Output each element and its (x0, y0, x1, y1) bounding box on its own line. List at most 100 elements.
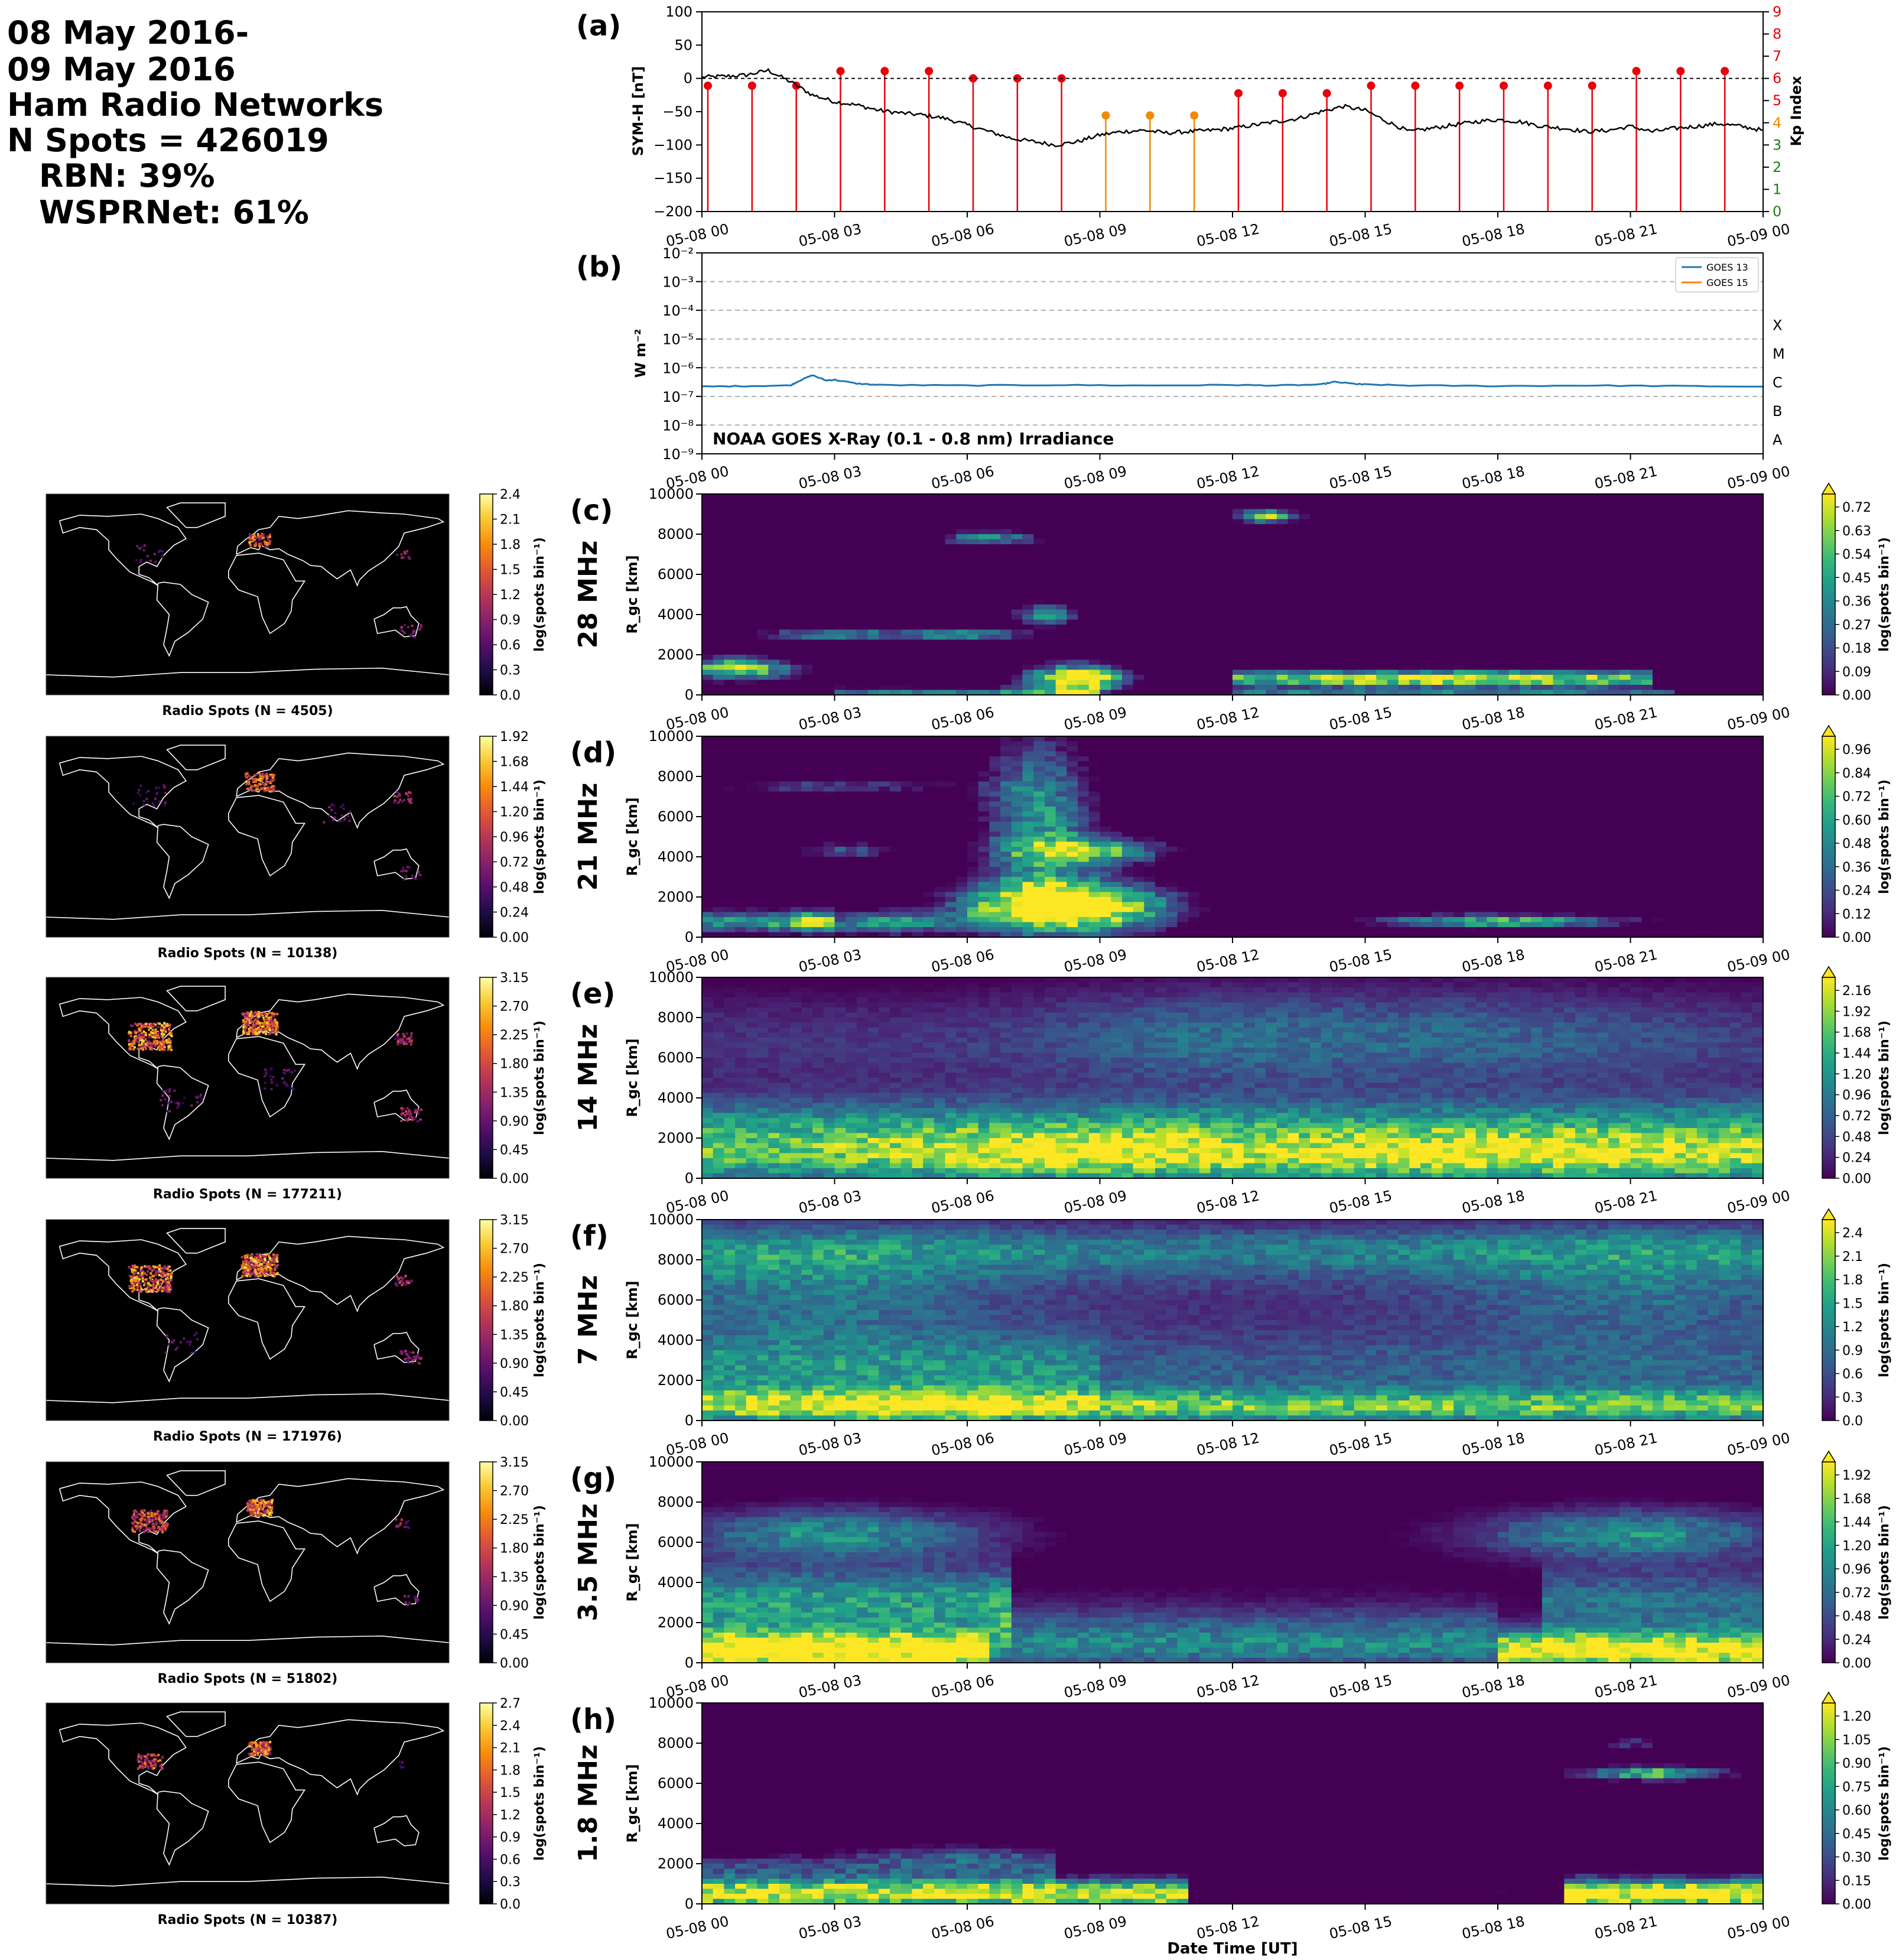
heatmap-cell (779, 665, 791, 671)
heatmap-cell (1354, 589, 1366, 595)
heatmap-cell (856, 584, 869, 590)
spot-dot (393, 801, 396, 804)
heatmap-cell (1398, 529, 1410, 535)
heatmap-cell (1188, 579, 1200, 585)
heatmap-cell (1542, 594, 1554, 600)
figure-title-line2: 09 May 2016 (7, 52, 236, 87)
heatmap-cell (801, 594, 813, 600)
heatmap-cell (1619, 549, 1631, 555)
heatmap-cell (1674, 629, 1686, 635)
heatmap-cell (768, 756, 780, 762)
heatmap-cell (1100, 584, 1111, 590)
heatmap-cell (900, 514, 913, 520)
heatmap-cell (790, 685, 802, 691)
heatmap-cell (1520, 574, 1531, 580)
heatmap-cell (1033, 655, 1045, 661)
heatmap-cell (945, 519, 957, 525)
heatmap-cell (856, 639, 869, 645)
heatmap-cell (1121, 569, 1134, 575)
heatmap-cell (1365, 519, 1377, 525)
heatmap-cell (1442, 564, 1454, 570)
heatmap-cell (1575, 514, 1587, 520)
heatmap-cell (1011, 579, 1023, 585)
heatmap-cell (1166, 639, 1178, 645)
heatmap-cell (768, 932, 780, 938)
heatmap-cell (1133, 574, 1144, 580)
spot-dot (402, 878, 405, 881)
heatmap-cell (1365, 499, 1377, 505)
heatmap-cell (1719, 509, 1731, 515)
heatmap-cell (956, 529, 968, 535)
heatmap-cell (1199, 534, 1211, 540)
heatmap-cell (1266, 675, 1277, 681)
heatmap-cell (989, 604, 1001, 610)
heatmap-cell (1674, 669, 1686, 675)
heatmap-cell (790, 922, 802, 928)
heatmap-cell (989, 569, 1001, 575)
heatmap-cell (1210, 625, 1222, 630)
heatmap-cell (1442, 514, 1454, 520)
heatmap-cell (1022, 625, 1034, 630)
heatmap-cell (1597, 629, 1609, 635)
heatmap-cell (1586, 544, 1598, 550)
heatmap-cell (1233, 504, 1244, 510)
cbar-tick-label: 0.09 (1842, 665, 1871, 680)
heatmap-cell (812, 544, 824, 550)
heatmap-cell (724, 494, 736, 500)
heatmap-cell (1464, 574, 1477, 580)
heatmap-cell (801, 639, 813, 645)
heatmap-cell (1376, 680, 1388, 685)
heatmap-cell (1719, 499, 1731, 505)
heatmap-cell (1652, 509, 1664, 515)
heatmap-cell (879, 504, 890, 510)
heatmap-cell (1442, 559, 1454, 565)
heatmap-cell (1597, 509, 1609, 515)
heatmap-cell (812, 599, 824, 605)
heatmap-cell (1133, 519, 1144, 525)
heatmap-cell (1431, 680, 1443, 685)
heatmap-cell (1376, 599, 1388, 605)
heatmap-cell (956, 675, 968, 681)
heatmap-cell (1276, 544, 1289, 550)
heatmap-cell (1686, 564, 1698, 570)
spot-dot (323, 821, 326, 824)
heatmap-cell (779, 776, 791, 782)
heatmap-cell (735, 927, 747, 933)
heatmap-cell (1045, 494, 1056, 500)
heatmap-cell (834, 669, 846, 675)
heatmap-cell (1011, 589, 1023, 595)
heatmap-cell (746, 771, 758, 777)
heatmap-cell (1033, 579, 1045, 585)
heatmap-cell (1708, 534, 1719, 540)
heatmap-cell (1531, 519, 1543, 525)
heatmap-cell (746, 629, 758, 635)
heatmap-cell (768, 649, 780, 655)
heatmap-cell (1619, 645, 1631, 651)
map-frame (45, 493, 450, 695)
heatmap-cell (1387, 579, 1399, 585)
heatmap-cell (724, 509, 736, 515)
heatmap-cell (779, 766, 791, 772)
heatmap-cell (1199, 649, 1211, 655)
spot-dot (262, 534, 265, 537)
heatmap-cell (923, 534, 935, 540)
heatmap-cell (1608, 615, 1620, 620)
heatmap-cell (1332, 559, 1344, 565)
heatmap-cell (1442, 569, 1454, 575)
heatmap-cell (1111, 504, 1123, 510)
heatmap-cell (1597, 665, 1609, 671)
heatmap-cell (1354, 514, 1366, 520)
heatmap-cell (1287, 579, 1299, 585)
heatmap-cell (757, 877, 769, 883)
heatmap-cell (801, 817, 813, 823)
heatmap-cell (1686, 549, 1698, 555)
heatmap-cell (1553, 599, 1565, 605)
heatmap-cell (1674, 639, 1686, 645)
heatmap-cell (1542, 504, 1554, 510)
heatmap-cell (1287, 584, 1299, 590)
heatmap-cell (757, 857, 769, 863)
heatmap-cell (702, 797, 714, 802)
heatmap-cell (1055, 584, 1067, 590)
heatmap-cell (713, 857, 724, 863)
heatmap-cell (724, 599, 736, 605)
